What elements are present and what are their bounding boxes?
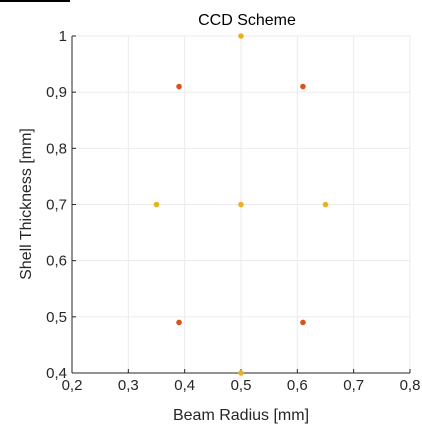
data-point [153, 201, 160, 208]
data-point [322, 201, 329, 208]
y-tick-label: 0,7 [46, 197, 67, 214]
x-tick-label: 0,3 [118, 377, 139, 394]
y-tick-label: 0,9 [46, 84, 67, 101]
x-tick-label: 0,7 [343, 377, 364, 394]
top-border-line [0, 0, 70, 2]
x-tick-label: 0,2 [62, 377, 83, 394]
data-point [300, 319, 306, 326]
x-tick-label: 0,8 [400, 377, 421, 394]
data-point [176, 83, 182, 90]
y-tick-label: 0,5 [46, 309, 67, 326]
data-points [153, 33, 329, 376]
y-tick-label: 1 [59, 28, 67, 45]
data-point [238, 370, 244, 376]
x-axis-title: Beam Radius [mm] [173, 407, 309, 424]
y-tick-label: 0,6 [46, 253, 67, 270]
x-tick-label: 0,5 [231, 377, 252, 394]
data-point [300, 83, 306, 90]
y-tick-label: 0,4 [46, 365, 67, 382]
data-point [238, 33, 244, 39]
y-axis-title: Shell Thickness [mm] [18, 128, 35, 280]
y-tick-label: 0,8 [46, 140, 67, 157]
x-tick-label: 0,6 [287, 377, 308, 394]
tick-labels: 0,2 0,3 0,4 0,5 0,6 0,7 0,8 0,4 0,5 0,6 0,7 0,8 0,9 1 [46, 28, 420, 394]
x-tick-label: 0,4 [174, 377, 195, 394]
data-point [238, 201, 244, 208]
chart-title: CCD Scheme [198, 12, 296, 29]
data-point [176, 319, 182, 326]
